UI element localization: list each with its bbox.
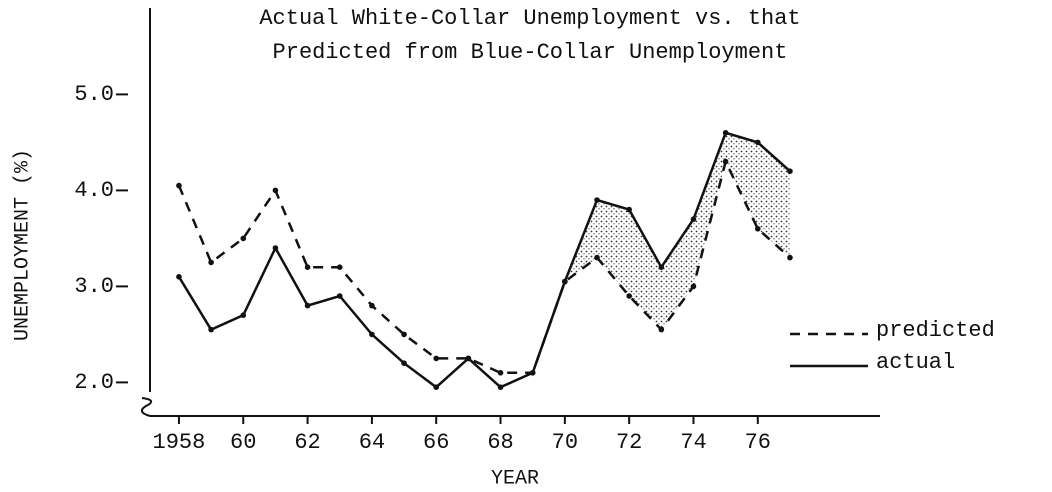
- point: [465, 355, 472, 362]
- x-tick-label: 62: [294, 430, 320, 455]
- series-line: [177, 131, 791, 389]
- x-tick-label: 76: [745, 430, 771, 455]
- point: [240, 235, 247, 242]
- y-tick-label: 4.0: [74, 178, 114, 203]
- axis-break: [140, 397, 153, 417]
- point: [754, 139, 761, 146]
- point: [594, 254, 600, 261]
- point: [240, 312, 247, 319]
- x-tick-label: 72: [616, 430, 642, 455]
- gap-shading: [532, 132, 790, 373]
- point: [272, 245, 279, 251]
- chart-subtitle: Predicted from Blue-Collar Unemployment: [273, 40, 788, 65]
- point: [497, 370, 504, 376]
- point: [690, 216, 697, 222]
- point: [176, 182, 182, 189]
- point: [754, 226, 761, 232]
- point: [369, 302, 375, 309]
- series-line: [177, 157, 791, 375]
- point: [433, 384, 440, 391]
- point: [336, 264, 343, 271]
- point: [787, 168, 793, 174]
- point: [208, 259, 214, 266]
- point: [722, 158, 729, 165]
- x-tick-label: 70: [552, 430, 578, 455]
- point: [690, 283, 697, 290]
- y-tick-label: 3.0: [74, 274, 114, 299]
- point: [529, 370, 536, 376]
- point: [304, 264, 311, 271]
- point: [626, 293, 632, 299]
- point: [336, 293, 343, 299]
- y-tick-label: 2.0: [74, 370, 114, 395]
- x-tick-label: 60: [230, 430, 256, 455]
- x-tick-label: 1958: [153, 430, 206, 455]
- point: [658, 326, 665, 333]
- x-axis-label: YEAR: [491, 467, 539, 490]
- point: [369, 331, 375, 338]
- y-tick-label: 5.0: [74, 82, 114, 107]
- x-tick-label: 68: [487, 430, 513, 455]
- legend-label: actual: [876, 350, 955, 375]
- point: [497, 384, 504, 391]
- point: [272, 187, 279, 194]
- point: [401, 331, 407, 338]
- point: [658, 264, 665, 271]
- point: [562, 278, 568, 285]
- point: [626, 206, 632, 213]
- x-tick-label: 74: [680, 430, 706, 455]
- point: [176, 274, 182, 280]
- chart-title: Actual White-Collar Unemployment vs. tha…: [259, 6, 800, 31]
- x-tick-label: 66: [423, 430, 449, 455]
- point: [787, 254, 793, 261]
- point: [594, 197, 600, 203]
- point: [304, 302, 311, 309]
- y-axis-label: UNEMPLOYMENT (%): [11, 149, 34, 341]
- point: [722, 130, 729, 136]
- point: [433, 355, 440, 362]
- legend-label: predicted: [876, 318, 995, 343]
- x-tick-label: 64: [359, 430, 385, 455]
- point: [208, 326, 214, 333]
- point: [401, 360, 407, 367]
